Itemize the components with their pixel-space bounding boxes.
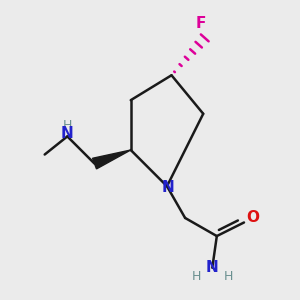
Polygon shape: [92, 150, 131, 169]
Text: H: H: [224, 270, 233, 283]
Text: F: F: [196, 16, 206, 31]
Text: H: H: [63, 118, 72, 132]
Text: N: N: [162, 180, 175, 195]
Text: N: N: [206, 260, 219, 275]
Text: H: H: [192, 270, 201, 283]
Text: O: O: [247, 210, 260, 225]
Text: N: N: [61, 125, 74, 140]
